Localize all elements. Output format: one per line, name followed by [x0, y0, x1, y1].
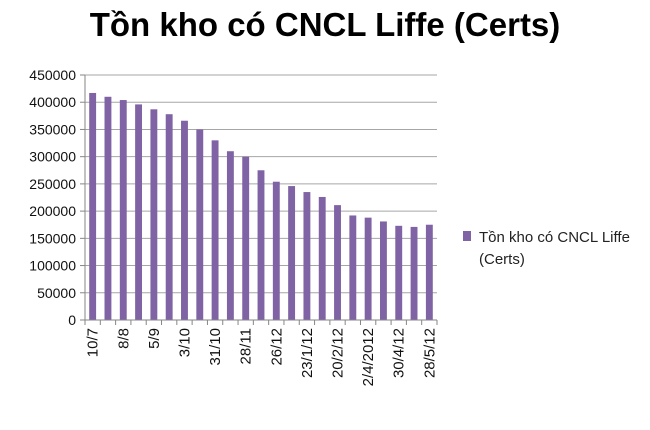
bar	[349, 215, 357, 320]
bar	[181, 120, 188, 320]
bar	[119, 100, 127, 321]
bar	[272, 181, 280, 320]
x-tick-label: 20/2/12	[330, 328, 347, 378]
x-tick-label: 30/4/12	[391, 328, 408, 378]
bar	[165, 114, 173, 320]
bar	[364, 217, 372, 320]
x-tick-label: 8/8	[115, 328, 132, 349]
bar	[135, 104, 143, 321]
chart-title: Tồn kho có CNCL Liffe (Certs)	[89, 6, 561, 43]
x-tick-label: 28/5/12	[421, 328, 438, 378]
bar	[318, 196, 326, 320]
y-tick-label: 450000	[29, 67, 76, 83]
legend-swatch	[463, 231, 471, 241]
bar	[242, 156, 250, 320]
bar	[379, 221, 387, 320]
x-tick-label: 5/9	[146, 328, 163, 349]
bar	[104, 96, 112, 321]
bar	[395, 225, 403, 320]
bar	[410, 226, 418, 320]
x-tick-label: 31/10	[207, 328, 224, 366]
legend-label: Tồn kho có CNCL Liffe (Certs)	[479, 229, 630, 268]
y-tick-label: 100000	[29, 258, 76, 274]
x-tick-label: 10/7	[85, 328, 102, 357]
bar	[288, 186, 296, 320]
axes	[80, 74, 438, 325]
bar	[257, 170, 265, 320]
y-tick-label: 200000	[29, 203, 76, 219]
bar	[211, 140, 219, 320]
bar	[425, 224, 433, 320]
x-tick-label: 26/12	[268, 328, 285, 366]
bar	[196, 129, 204, 320]
x-tick-labels: 10/7 8/8 5/9 3/10 31/10 28/11 26/12 23/1/12 20/2…	[85, 328, 439, 386]
bar	[89, 92, 97, 320]
bars	[89, 92, 433, 321]
y-tick-label: 350000	[29, 121, 76, 137]
y-tick-label: 150000	[29, 230, 76, 246]
bar	[226, 151, 234, 320]
x-tick-label: 3/10	[176, 328, 193, 357]
y-tick-label: 250000	[29, 176, 76, 192]
y-tick-label: 0	[68, 312, 76, 328]
x-tick-label: 28/11	[238, 328, 255, 364]
bar	[303, 192, 311, 320]
y-tick-label: 300000	[29, 149, 76, 165]
x-tick-label: 2/4/2012	[360, 328, 377, 386]
x-tick-label: 23/1/12	[299, 328, 316, 378]
y-tick-labels: 0 50000 100000 150000 200000 250000 300000 3500…	[29, 67, 76, 328]
y-tick-label: 400000	[29, 94, 76, 110]
bar	[334, 205, 341, 320]
y-tick-label: 50000	[37, 285, 76, 301]
bar	[150, 109, 158, 320]
